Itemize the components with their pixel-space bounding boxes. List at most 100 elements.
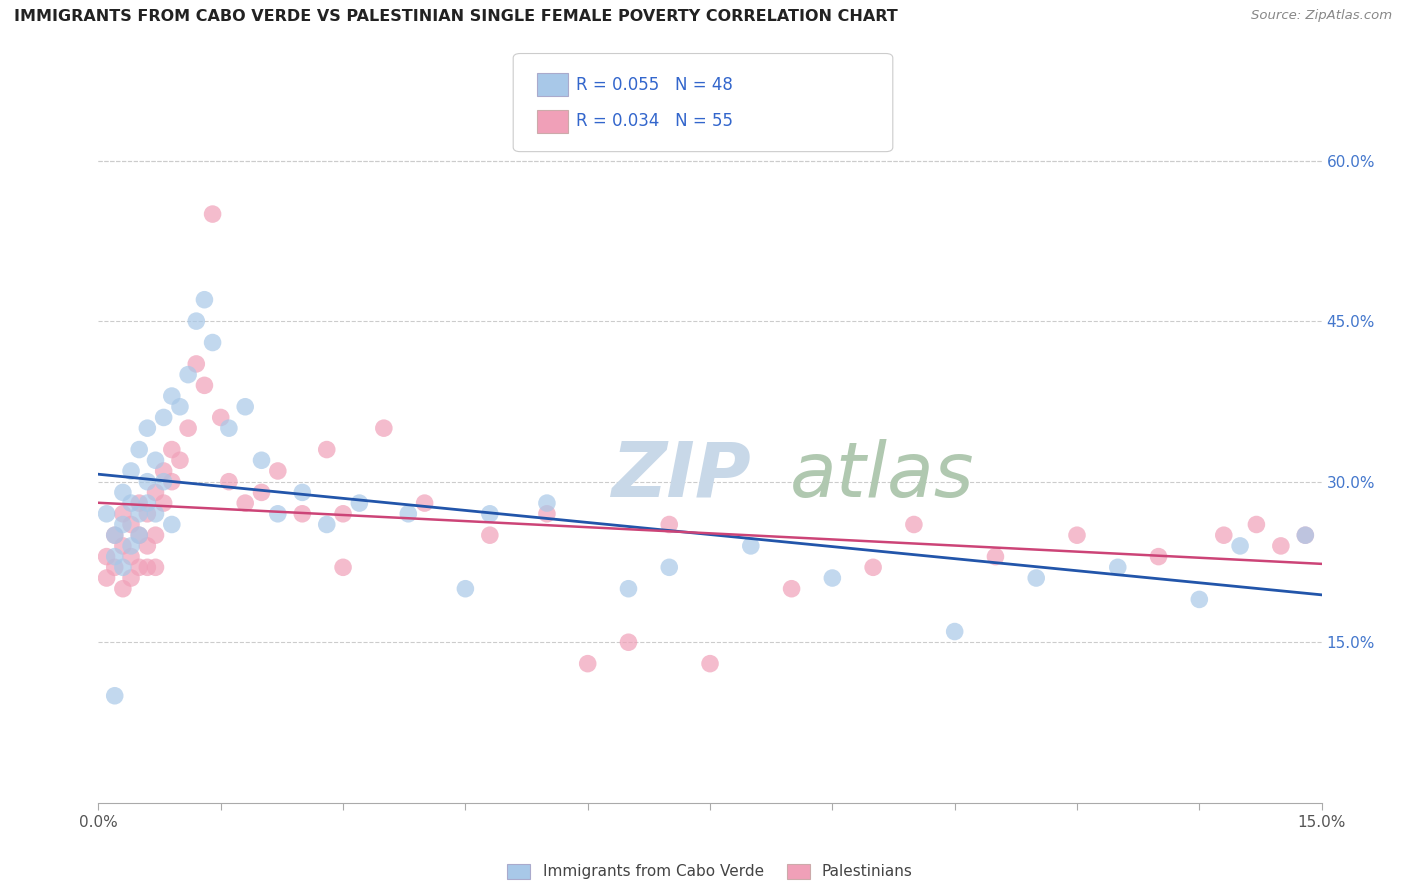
Point: [218, 421, 240, 435]
Point: [136, 560, 159, 574]
Point: [1188, 592, 1211, 607]
Point: [373, 421, 395, 435]
Point: [218, 475, 240, 489]
Point: [145, 485, 167, 500]
Point: [291, 507, 314, 521]
Point: [152, 475, 174, 489]
Point: [177, 368, 200, 382]
Point: [617, 582, 640, 596]
Point: [478, 528, 501, 542]
Point: [120, 549, 142, 564]
Point: [1107, 560, 1129, 574]
Point: [104, 560, 127, 574]
Point: [136, 421, 159, 435]
Point: [111, 517, 134, 532]
Point: [1246, 517, 1268, 532]
Text: atlas: atlas: [790, 439, 974, 513]
Text: R = 0.034   N = 55: R = 0.034 N = 55: [576, 112, 734, 130]
Text: IMMIGRANTS FROM CABO VERDE VS PALESTINIAN SINGLE FEMALE POVERTY CORRELATION CHAR: IMMIGRANTS FROM CABO VERDE VS PALESTINIA…: [14, 9, 898, 24]
Point: [984, 549, 1007, 564]
Point: [160, 517, 183, 532]
Text: Source: ZipAtlas.com: Source: ZipAtlas.com: [1251, 9, 1392, 22]
Point: [186, 357, 208, 371]
Point: [120, 464, 142, 478]
Point: [699, 657, 721, 671]
Point: [315, 442, 337, 457]
Point: [454, 582, 477, 596]
Point: [111, 485, 134, 500]
Text: R = 0.055   N = 48: R = 0.055 N = 48: [576, 76, 734, 94]
Point: [413, 496, 436, 510]
Point: [145, 528, 167, 542]
Point: [780, 582, 803, 596]
Point: [536, 507, 558, 521]
Point: [128, 528, 150, 542]
Point: [160, 442, 183, 457]
Point: [903, 517, 925, 532]
Point: [152, 410, 174, 425]
Point: [169, 400, 191, 414]
Point: [96, 507, 118, 521]
Point: [104, 528, 127, 542]
Point: [128, 560, 150, 574]
Point: [1294, 528, 1316, 542]
Point: [145, 507, 167, 521]
Point: [104, 528, 127, 542]
Point: [145, 560, 167, 574]
Point: [740, 539, 762, 553]
Point: [136, 475, 159, 489]
Point: [943, 624, 966, 639]
Point: [160, 475, 183, 489]
Point: [160, 389, 183, 403]
Point: [96, 571, 118, 585]
Point: [1294, 528, 1316, 542]
Point: [120, 539, 142, 553]
Point: [136, 539, 159, 553]
Point: [332, 507, 354, 521]
Point: [291, 485, 314, 500]
Point: [128, 442, 150, 457]
Point: [396, 507, 419, 521]
Point: [128, 496, 150, 510]
Point: [145, 453, 167, 467]
Point: [250, 485, 273, 500]
Point: [111, 582, 134, 596]
Point: [111, 560, 134, 574]
Point: [536, 496, 558, 510]
Point: [821, 571, 844, 585]
Point: [862, 560, 884, 574]
Point: [233, 400, 256, 414]
Point: [233, 496, 256, 510]
Point: [332, 560, 354, 574]
Point: [349, 496, 371, 510]
Legend: Immigrants from Cabo Verde, Palestinians: Immigrants from Cabo Verde, Palestinians: [502, 857, 918, 886]
Point: [120, 496, 142, 510]
Text: ZIP: ZIP: [612, 439, 752, 513]
Point: [201, 207, 224, 221]
Point: [201, 335, 224, 350]
Point: [658, 517, 681, 532]
Point: [152, 496, 174, 510]
Point: [250, 453, 273, 467]
Point: [267, 464, 290, 478]
Point: [104, 549, 127, 564]
Point: [136, 507, 159, 521]
Point: [193, 378, 215, 392]
Point: [1229, 539, 1251, 553]
Point: [267, 507, 290, 521]
Point: [1270, 539, 1292, 553]
Point: [111, 507, 134, 521]
Point: [152, 464, 174, 478]
Point: [315, 517, 337, 532]
Point: [177, 421, 200, 435]
Point: [128, 507, 150, 521]
Point: [169, 453, 191, 467]
Point: [658, 560, 681, 574]
Point: [478, 507, 501, 521]
Point: [104, 689, 127, 703]
Point: [120, 571, 142, 585]
Point: [96, 549, 118, 564]
Point: [1066, 528, 1088, 542]
Point: [136, 496, 159, 510]
Point: [111, 539, 134, 553]
